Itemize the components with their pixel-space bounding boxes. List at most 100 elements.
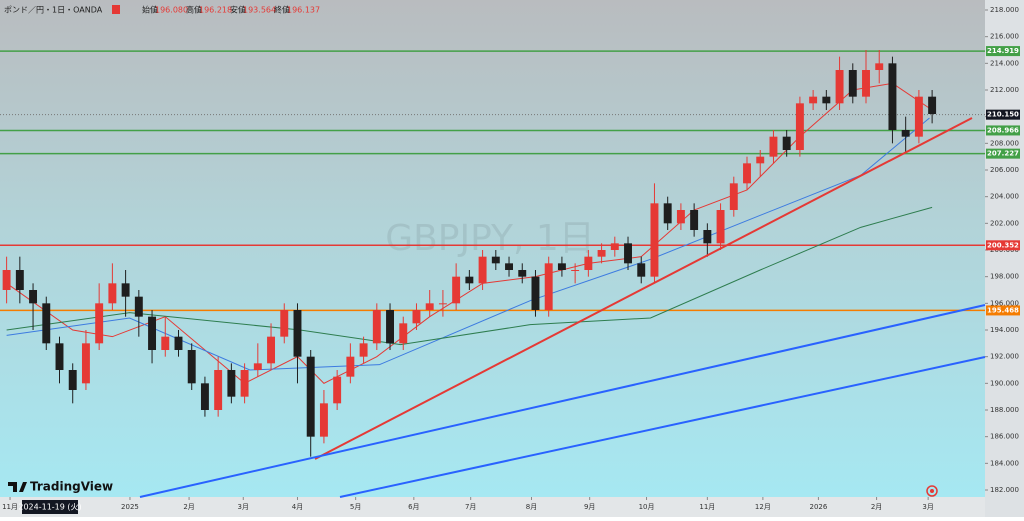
level-tag: [986, 46, 1020, 57]
y-tick-label: 184.000: [990, 459, 1019, 467]
x-tick-label: 3月: [238, 503, 249, 511]
ohlc-label: 安値: [230, 5, 246, 15]
candle-body: [835, 70, 844, 104]
level-label: 208.966: [987, 126, 1019, 134]
candle-body: [240, 370, 249, 397]
candle-body: [253, 363, 262, 370]
x-tick-label: 10月: [639, 503, 655, 511]
y-tick-label: 194.000: [990, 326, 1019, 334]
candle-body: [306, 356, 315, 437]
candle-body: [809, 96, 818, 104]
ohlc-value: 196.218: [199, 6, 232, 15]
candle-body: [531, 276, 540, 310]
level-tag: [986, 240, 1020, 251]
level-label: 200.352: [987, 241, 1019, 249]
candle-body: [187, 350, 196, 384]
y-tick-label: 214.000: [990, 59, 1019, 67]
crosshair-label: 2024-11-19 (火): [18, 503, 81, 512]
candle-body: [584, 256, 593, 270]
candle-body: [200, 383, 209, 410]
candle-body: [557, 263, 566, 270]
candle-body: [637, 263, 646, 277]
crosshair-box: [22, 500, 78, 514]
ohlc-label: 始値: [142, 5, 158, 15]
candle-body: [227, 370, 236, 397]
candle-body: [769, 136, 778, 157]
y-tick-label: 206.000: [990, 166, 1019, 174]
ohlc-label: 終値: [274, 5, 290, 15]
candle-body: [663, 203, 672, 224]
trendline: [314, 117, 973, 460]
candle-body: [848, 70, 857, 97]
candle-body: [121, 283, 130, 297]
candle-body: [95, 303, 104, 344]
candle-body: [346, 356, 355, 377]
candle-body: [716, 210, 725, 244]
y-tick-label: 186.000: [990, 433, 1019, 441]
x-tick-label: 8月: [526, 503, 537, 511]
candle-body: [214, 370, 223, 410]
ohlc-value: 196.137: [287, 6, 320, 15]
candle-body: [743, 163, 751, 184]
level-label: 210.150: [987, 111, 1019, 119]
candle-body: [888, 63, 897, 131]
candle-body: [425, 303, 434, 310]
candle-body: [174, 336, 183, 350]
x-tick-label: 11月: [2, 503, 18, 511]
x-tick-label: 11月: [699, 503, 715, 511]
channel-line: [339, 356, 986, 498]
level-tag: [986, 305, 1020, 316]
candle-body: [597, 250, 606, 257]
brand: TradingView: [30, 480, 113, 494]
candle-body: [676, 210, 685, 224]
candle-body: [610, 243, 619, 250]
channel-line: [139, 304, 986, 498]
candle-body: [148, 316, 157, 350]
x-tick-label: 2025: [121, 503, 139, 511]
candle-body: [465, 276, 474, 284]
candle-body: [624, 243, 632, 264]
moving-average: [6, 117, 930, 371]
y-tick-label: 198.000: [990, 273, 1019, 281]
candle-body: [822, 96, 831, 104]
candle-body: [2, 270, 11, 290]
level-label: 214.919: [987, 47, 1019, 55]
candle-body: [55, 343, 64, 370]
alert-icon[interactable]: [926, 485, 938, 497]
candle-body: [452, 276, 461, 304]
candle-body: [333, 376, 342, 404]
ohlc-label: 高値: [186, 5, 202, 15]
candle-body: [134, 296, 143, 317]
level-label: 195.468: [987, 306, 1019, 314]
y-tick-label: 212.000: [990, 86, 1019, 94]
candle-body: [928, 96, 937, 114]
watermark: GBPJPY, 1日: [385, 218, 595, 259]
level-tag: [986, 125, 1020, 136]
y-tick-label: 182.000: [990, 486, 1019, 494]
candle-body: [505, 263, 513, 270]
x-tick-label: 9月: [584, 503, 595, 511]
candle-body: [914, 96, 923, 137]
candle-body: [650, 203, 659, 277]
level-tag: [986, 109, 1020, 120]
candle-body: [68, 370, 77, 390]
level-tag: [986, 148, 1020, 159]
candle-body: [795, 103, 804, 150]
candle-body: [544, 263, 553, 310]
ohlc-value: 196.080: [155, 6, 188, 15]
candle-body: [438, 303, 447, 305]
ohlc-value: 193.564: [243, 6, 276, 15]
price-axis: [985, 0, 1024, 517]
x-tick-label: 2月: [871, 503, 882, 511]
candle-body: [875, 63, 884, 70]
candle-body: [42, 303, 51, 344]
candle-body: [81, 343, 90, 384]
candle-body: [108, 283, 117, 304]
x-tick-label: 3月: [922, 503, 933, 511]
x-tick-label: 12月: [755, 503, 771, 511]
candle-body: [359, 343, 368, 357]
logo: TradingView: [8, 480, 113, 494]
candle-body: [690, 210, 699, 230]
y-tick-label: 208.000: [990, 139, 1019, 147]
